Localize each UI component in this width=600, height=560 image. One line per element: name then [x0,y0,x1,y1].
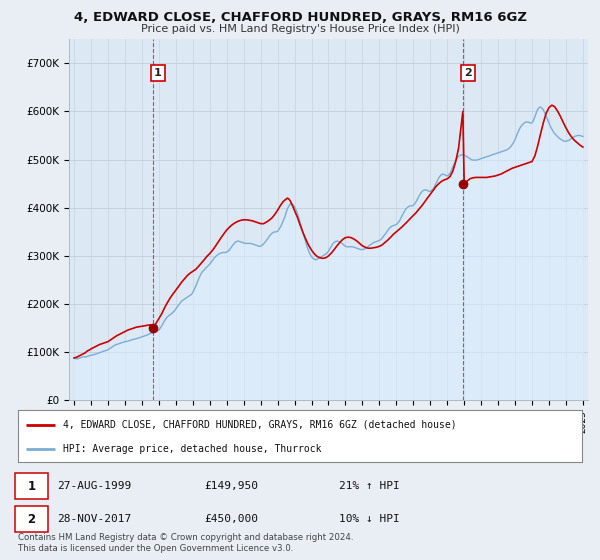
Text: Contains HM Land Registry data © Crown copyright and database right 2024.
This d: Contains HM Land Registry data © Crown c… [18,533,353,553]
Text: £450,000: £450,000 [204,514,258,524]
Text: 2: 2 [28,512,35,526]
Text: 28-NOV-2017: 28-NOV-2017 [58,514,132,524]
Text: 21% ↑ HPI: 21% ↑ HPI [340,481,400,491]
Text: 2: 2 [464,68,472,78]
Text: 4, EDWARD CLOSE, CHAFFORD HUNDRED, GRAYS, RM16 6GZ: 4, EDWARD CLOSE, CHAFFORD HUNDRED, GRAYS… [74,11,527,24]
Text: 10% ↓ HPI: 10% ↓ HPI [340,514,400,524]
Text: £149,950: £149,950 [204,481,258,491]
Text: HPI: Average price, detached house, Thurrock: HPI: Average price, detached house, Thur… [63,444,322,454]
Text: Price paid vs. HM Land Registry's House Price Index (HPI): Price paid vs. HM Land Registry's House … [140,24,460,34]
Text: 4, EDWARD CLOSE, CHAFFORD HUNDRED, GRAYS, RM16 6GZ (detached house): 4, EDWARD CLOSE, CHAFFORD HUNDRED, GRAYS… [63,420,457,430]
Text: 1: 1 [28,479,35,493]
FancyBboxPatch shape [15,473,48,499]
Text: 1: 1 [154,68,162,78]
FancyBboxPatch shape [15,506,48,532]
Text: 27-AUG-1999: 27-AUG-1999 [58,481,132,491]
